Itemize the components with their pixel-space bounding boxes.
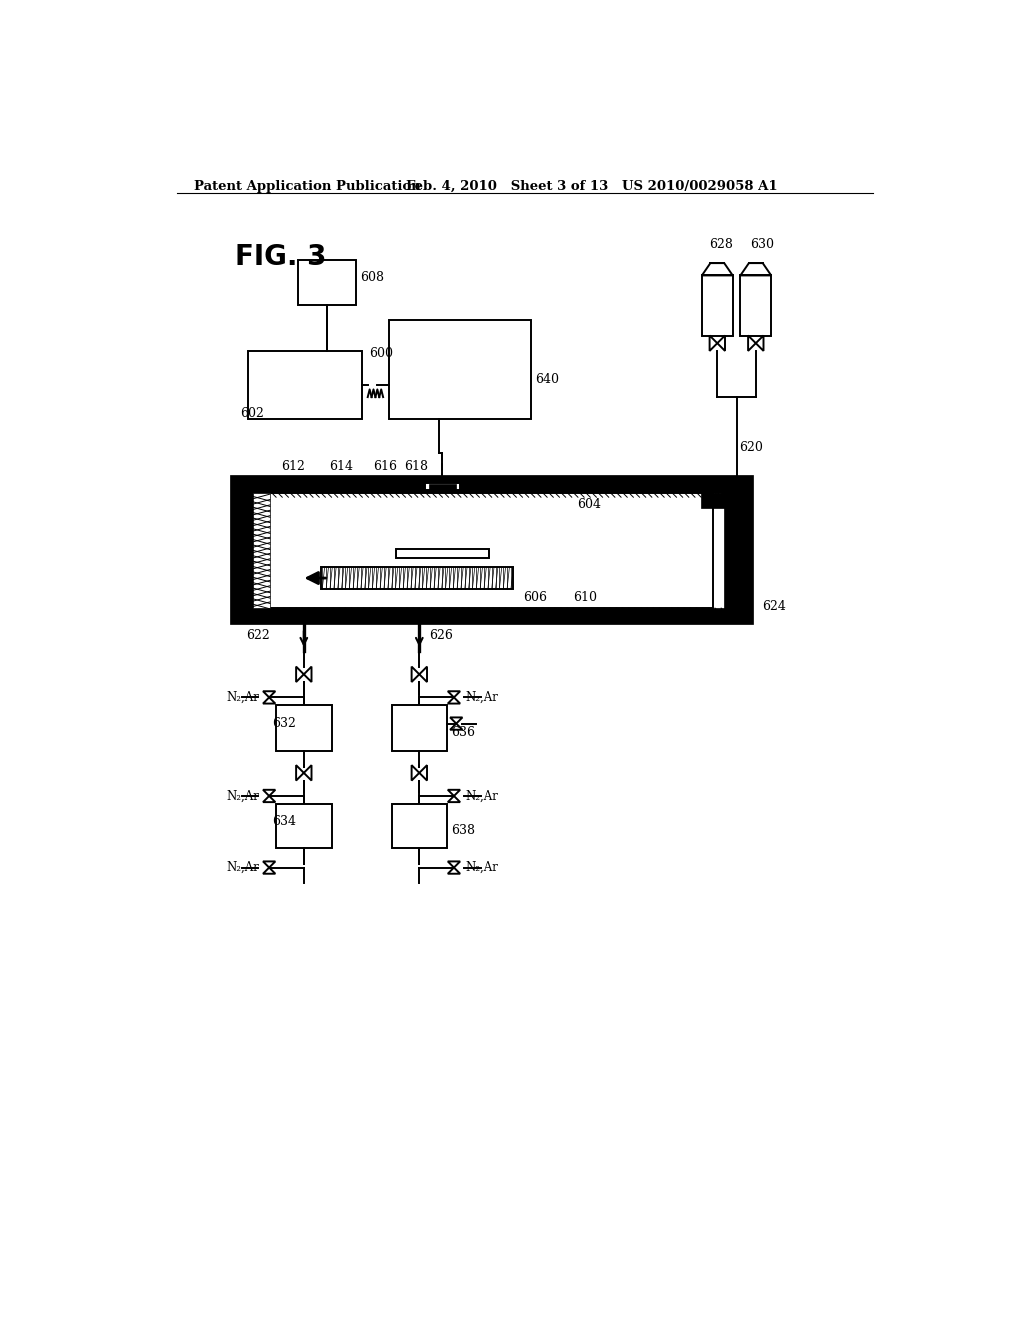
Bar (740, 276, 771, 335)
Text: 624: 624 (762, 599, 785, 612)
Text: N₂,Ar: N₂,Ar (226, 690, 260, 704)
Bar (259, 492, 713, 609)
Text: 612: 612 (281, 459, 304, 473)
Text: N₂,Ar: N₂,Ar (226, 789, 260, 803)
Text: 614: 614 (330, 459, 353, 473)
Text: 608: 608 (360, 272, 384, 284)
Text: 630: 630 (751, 238, 774, 251)
Text: 618: 618 (403, 459, 428, 473)
Bar (425, 483, 460, 490)
Text: 636: 636 (451, 726, 475, 739)
Text: 628: 628 (710, 238, 733, 251)
Text: 638: 638 (451, 824, 475, 837)
Text: 600: 600 (370, 347, 393, 360)
Text: US 2010/0029058 A1: US 2010/0029058 A1 (622, 180, 777, 193)
Text: 604: 604 (578, 499, 601, 511)
Bar (391, 804, 447, 849)
Bar (298, 260, 356, 305)
Text: 626: 626 (429, 630, 454, 643)
Text: N₂,Ar: N₂,Ar (466, 861, 499, 874)
Bar (724, 480, 749, 620)
Text: N₂,Ar: N₂,Ar (226, 861, 260, 874)
Text: 620: 620 (739, 441, 763, 454)
Text: N₂,Ar: N₂,Ar (466, 789, 499, 803)
Text: 634: 634 (272, 814, 296, 828)
Bar (429, 484, 457, 488)
Text: 610: 610 (573, 591, 597, 605)
Bar (391, 705, 447, 751)
Bar (253, 492, 270, 609)
Bar (388, 321, 531, 418)
Bar (396, 549, 488, 558)
Bar (234, 480, 253, 620)
Bar (276, 705, 332, 751)
Text: 606: 606 (523, 591, 547, 605)
Bar (234, 480, 749, 492)
Bar (321, 568, 513, 589)
Text: 602: 602 (240, 407, 264, 420)
Text: Feb. 4, 2010   Sheet 3 of 13: Feb. 4, 2010 Sheet 3 of 13 (407, 180, 608, 193)
Bar (234, 609, 749, 620)
Bar (234, 480, 749, 620)
Text: N₂,Ar: N₂,Ar (466, 690, 499, 704)
Text: FIG. 3: FIG. 3 (234, 243, 326, 271)
Text: Patent Application Publication: Patent Application Publication (195, 180, 421, 193)
Bar (701, 276, 733, 335)
Bar (701, 492, 749, 508)
Text: 622: 622 (246, 630, 269, 643)
Text: 632: 632 (272, 717, 296, 730)
Bar (248, 351, 361, 418)
Text: 640: 640 (535, 372, 559, 385)
Text: 616: 616 (373, 459, 397, 473)
Bar (276, 804, 332, 849)
